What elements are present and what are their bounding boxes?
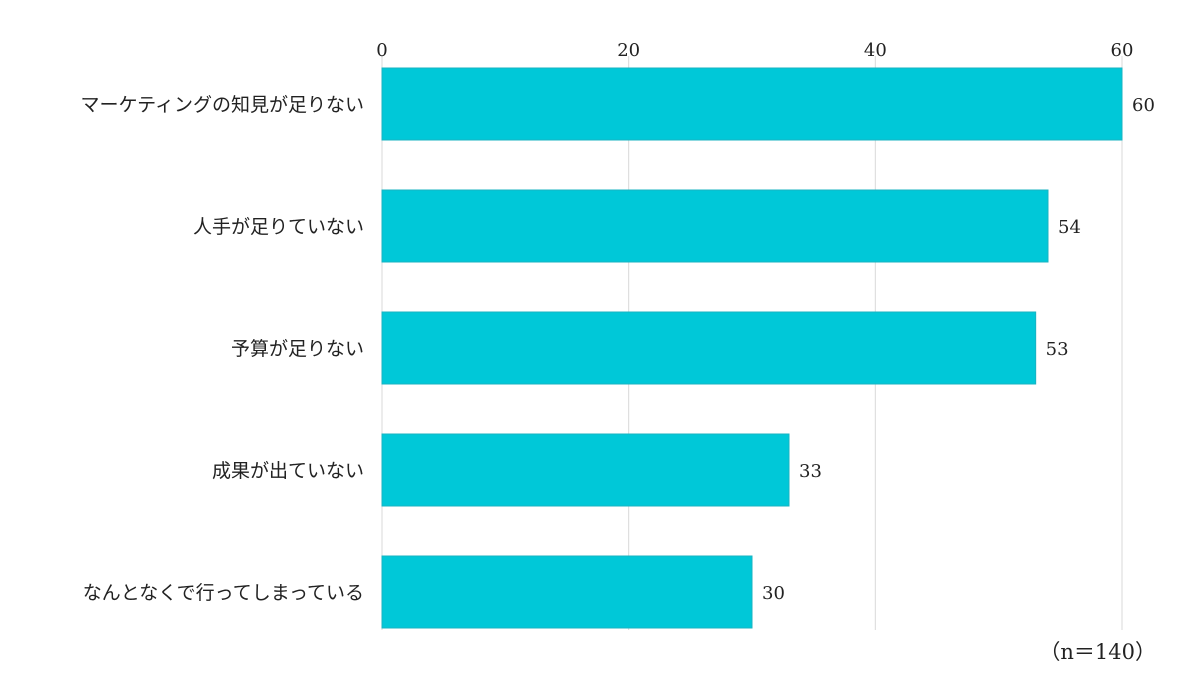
sample-size-note: （n＝140）: [1039, 640, 1156, 664]
category-label: 人手が足りていない: [193, 216, 364, 238]
value-labels: 60 54 53 33 30: [762, 95, 1155, 604]
x-tick-label: 20: [617, 40, 640, 61]
x-tick-label: 60: [1111, 40, 1134, 61]
bar-value-label: 33: [799, 461, 822, 482]
bar: [381, 555, 753, 629]
bars: [381, 67, 1123, 629]
category-label: 成果が出ていない: [212, 460, 364, 482]
x-axis-ticks: 0 20 40 60: [376, 40, 1133, 61]
category-label: マーケティングの知見が足りない: [81, 94, 364, 116]
category-label: 予算が足りない: [231, 338, 364, 360]
bar-value-label: 54: [1058, 217, 1081, 238]
bar: [381, 67, 1123, 141]
bar-value-label: 30: [762, 583, 785, 604]
bar-value-label: 53: [1046, 339, 1069, 360]
category-label: なんとなくで行ってしまっている: [83, 582, 364, 604]
bar: [381, 189, 1049, 263]
bar-value-label: 60: [1132, 95, 1155, 116]
category-labels: マーケティングの知見が足りない人手が足りていない予算が足りない成果が出ていないな…: [81, 94, 364, 604]
bar: [381, 433, 790, 507]
x-tick-label: 0: [376, 40, 387, 61]
x-tick-label: 40: [864, 40, 887, 61]
bar: [381, 311, 1037, 385]
